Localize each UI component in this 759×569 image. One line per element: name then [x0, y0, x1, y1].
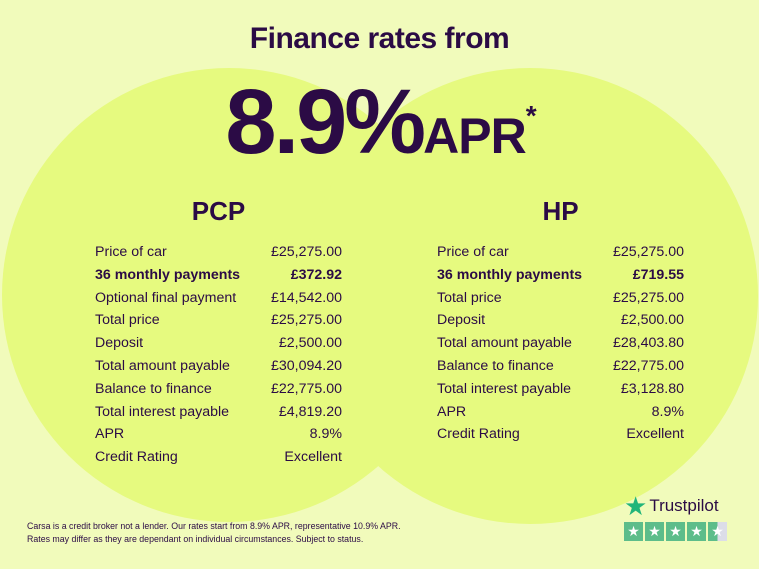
star-icon: ★	[624, 491, 648, 521]
row-value: Excellent	[626, 426, 684, 443]
table-row: Price of car £25,275.00	[95, 241, 342, 264]
asterisk: *	[525, 100, 537, 131]
trustpilot-name: Trustpilot	[649, 496, 719, 515]
row-label: Total interest payable	[95, 403, 230, 420]
row-label: Total price	[95, 312, 160, 329]
row-value: £4,819.20	[278, 403, 342, 420]
row-label: Total price	[437, 289, 502, 306]
row-value: £2,500.00	[620, 312, 684, 329]
row-label: Price of car	[95, 244, 167, 260]
row-value: £25,275.00	[612, 289, 684, 306]
table-row: 36 monthly payments £372.92	[95, 264, 342, 287]
table-row: Price of car £25,275.00	[437, 241, 684, 264]
decorative-circle-right	[302, 68, 758, 524]
rating-star-icon: ★	[708, 522, 727, 541]
row-label: Optional final payment	[95, 289, 237, 306]
rating-star-icon: ★	[645, 522, 664, 541]
disclaimer-line: Rates may differ as they are dependant o…	[27, 534, 364, 544]
row-label: Total amount payable	[437, 335, 572, 352]
table-row: Total amount payable £30,094.20	[95, 355, 342, 378]
rating-star-icon: ★	[687, 522, 706, 541]
hp-table: HP Price of car £25,275.00 36 monthly paym…	[437, 196, 684, 446]
row-label: Total interest payable	[437, 380, 572, 397]
row-value: £28,403.80	[612, 335, 684, 352]
table-row: Total price £25,275.00	[437, 287, 684, 310]
table-row: Total amount payable £28,403.80	[437, 332, 684, 355]
pcp-table: PCP Price of car £25,275.00 36 monthly pay…	[95, 196, 342, 469]
headline-title: Finance rates from	[249, 22, 510, 55]
row-value: £372.92	[290, 266, 342, 283]
hp-title: HP	[542, 196, 579, 226]
row-label: APR	[95, 426, 125, 443]
row-label: Balance to finance	[437, 357, 554, 374]
row-value: £25,275.00	[270, 244, 342, 260]
rating-star-icon: ★	[624, 522, 643, 541]
table-row: Total interest payable £3,128.80	[437, 378, 684, 401]
table-row: Credit Rating Excellent	[95, 446, 342, 469]
table-row: Balance to finance £22,775.00	[437, 355, 684, 378]
rating-star-icon: ★	[666, 522, 685, 541]
row-label: 36 monthly payments	[95, 266, 241, 283]
trustpilot-badge: ★ Trustpilot ★ ★ ★ ★ ★	[624, 491, 727, 541]
row-label: Deposit	[437, 312, 486, 329]
table-row: Total price £25,275.00	[95, 309, 342, 332]
table-row: Deposit £2,500.00	[437, 309, 684, 332]
pcp-title: PCP	[191, 196, 246, 226]
row-value: £3,128.80	[620, 380, 684, 397]
row-value: 8.9%	[651, 403, 684, 420]
row-label: Price of car	[437, 244, 509, 260]
table-row: APR 8.9%	[437, 401, 684, 424]
row-value: £22,775.00	[270, 380, 342, 397]
row-label: Credit Rating	[437, 426, 520, 443]
table-row: Credit Rating Excellent	[437, 423, 684, 446]
row-label: Total amount payable	[95, 357, 230, 374]
row-value: £719.55	[632, 266, 684, 283]
headline-rate: 8.9%APR*	[0, 66, 759, 186]
row-value: £25,275.00	[612, 244, 684, 260]
row-value: 8.9%	[309, 426, 342, 443]
disclaimer-line: Carsa is a credit broker not a lender. O…	[27, 521, 401, 531]
row-value: £2,500.00	[278, 335, 342, 352]
disclaimer: Carsa is a credit broker not a lender. O…	[27, 520, 401, 546]
row-label: Credit Rating	[95, 449, 178, 466]
trustpilot-rating: ★ ★ ★ ★ ★	[624, 522, 727, 541]
table-row: APR 8.9%	[95, 423, 342, 446]
table-row: Balance to finance £22,775.00	[95, 378, 342, 401]
rate-value: 8.9%	[225, 71, 426, 173]
row-value: £14,542.00	[270, 289, 342, 306]
row-value: £25,275.00	[270, 312, 342, 329]
pcp-rows: Price of car £25,275.00 36 monthly payment…	[95, 241, 342, 469]
row-label: 36 monthly payments	[437, 266, 583, 283]
row-label: APR	[437, 403, 467, 420]
row-value: £22,775.00	[612, 357, 684, 374]
row-value: £30,094.20	[270, 357, 342, 374]
table-row: Total interest payable £4,819.20	[95, 401, 342, 424]
row-label: Deposit	[95, 335, 144, 352]
table-row: 36 monthly payments £719.55	[437, 264, 684, 287]
hp-rows: Price of car £25,275.00 36 monthly payment…	[437, 241, 684, 446]
row-value: Excellent	[284, 449, 342, 466]
rate-suffix: APR	[423, 108, 527, 164]
table-row: Optional final payment £14,542.00	[95, 287, 342, 310]
row-label: Balance to finance	[95, 380, 212, 397]
table-row: Deposit £2,500.00	[95, 332, 342, 355]
